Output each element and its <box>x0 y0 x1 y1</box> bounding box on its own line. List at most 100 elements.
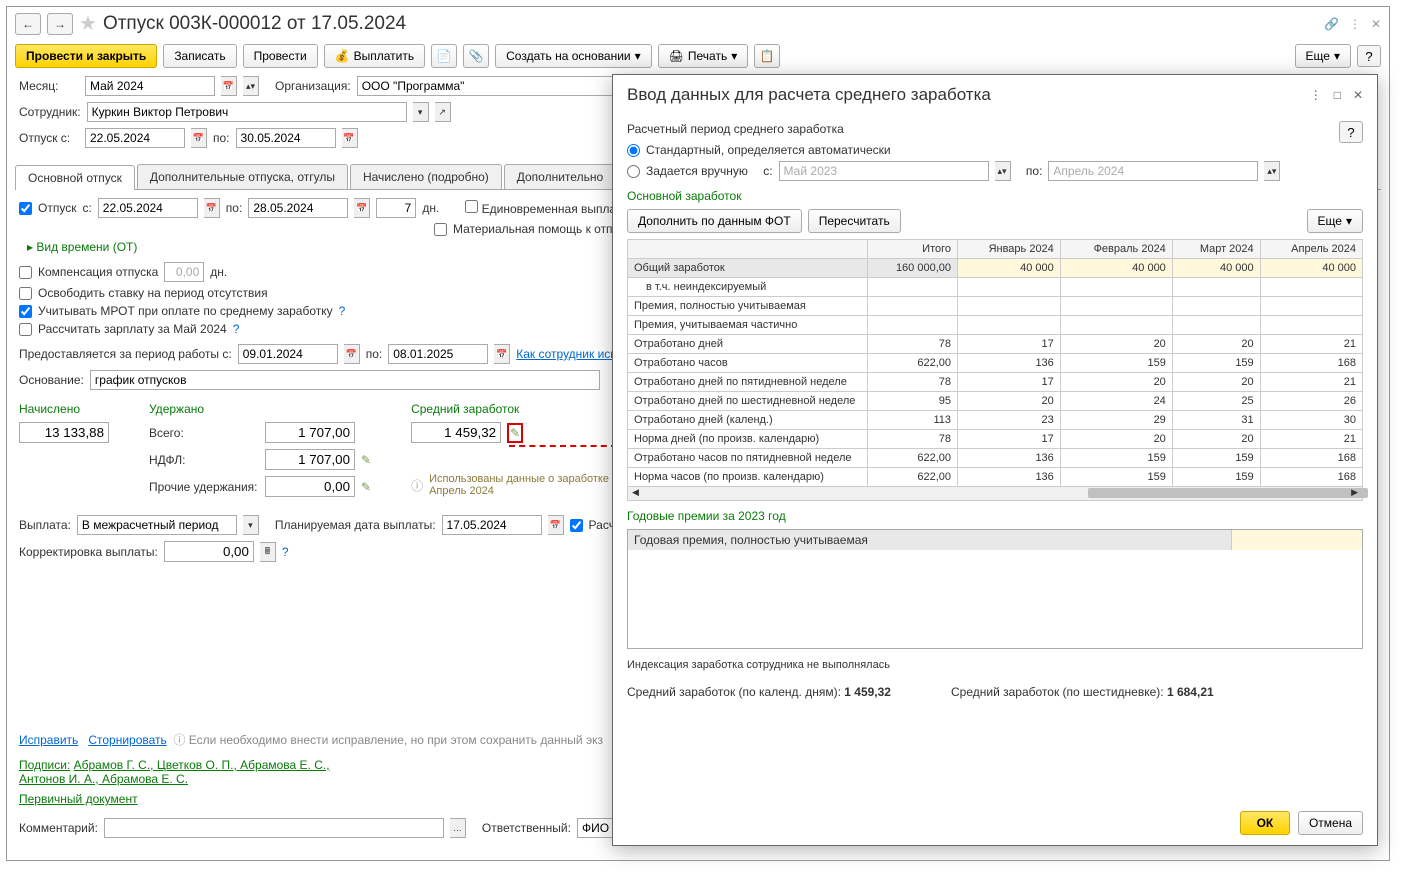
pay-dropdown[interactable]: ▾ <box>243 515 259 535</box>
ndfl-value[interactable] <box>265 449 355 470</box>
table-scrollbar[interactable]: ◀▶ <box>627 487 1363 501</box>
corr-help[interactable]: ? <box>282 545 289 559</box>
signatures-2[interactable]: Антонов И. А., Абрамова Е. С. <box>19 772 188 786</box>
print-button[interactable]: 🖨 Печать ▾ <box>658 44 749 68</box>
main-earnings-header: Основной заработок <box>627 189 1363 203</box>
modal-more-button[interactable]: Еще ▾ <box>1307 209 1363 233</box>
plan-cal[interactable]: 📅 <box>548 515 564 535</box>
forward-button[interactable]: → <box>47 13 73 35</box>
release-checkbox[interactable] <box>19 287 32 300</box>
help-q[interactable]: ? <box>339 304 346 318</box>
avg1-value: 1 459,32 <box>844 685 891 699</box>
period-to-cal[interactable]: 📅 <box>494 344 510 364</box>
compensation-checkbox[interactable] <box>19 266 32 279</box>
recalc-button[interactable]: Пересчитать <box>808 209 901 233</box>
radio-manual[interactable] <box>627 165 640 178</box>
employee-dropdown[interactable]: ▾ <box>413 102 429 122</box>
period-from-cal[interactable]: 📅 <box>344 344 360 364</box>
month-calendar-icon[interactable]: 📅 <box>221 76 237 96</box>
more-button[interactable]: Еще ▾ <box>1295 44 1351 68</box>
earnings-table[interactable]: ИтогоЯнварь 2024Февраль 2024Март 2024Апр… <box>627 239 1363 487</box>
annotation-arrow <box>509 445 617 447</box>
month-spinner[interactable]: ▴▾ <box>243 76 259 96</box>
vacation-checkbox[interactable] <box>19 202 32 215</box>
tab-main[interactable]: Основной отпуск <box>15 165 135 190</box>
comment-expand[interactable]: … <box>450 818 466 838</box>
pay-input[interactable] <box>77 515 237 535</box>
modal-maximize-icon[interactable]: □ <box>1334 88 1341 102</box>
create-based-button[interactable]: Создать на основании ▾ <box>495 44 652 68</box>
avg-edit-icon[interactable]: ✎ <box>510 426 520 440</box>
aid-checkbox[interactable] <box>434 223 447 236</box>
vac-from-calendar[interactable]: 📅 <box>191 128 207 148</box>
period-from-input[interactable] <box>238 344 338 364</box>
calc-checkbox[interactable] <box>570 519 583 532</box>
favorite-icon[interactable]: ★ <box>79 11 97 36</box>
attach-icon-button[interactable]: 📎 <box>463 44 489 68</box>
vac-to-input[interactable] <box>236 128 336 148</box>
plan-label: Планируемая дата выплаты: <box>275 518 436 532</box>
fill-button[interactable]: Дополнить по данным ФОТ <box>627 209 802 233</box>
avg2-label: Средний заработок (по шестидневке): <box>951 685 1164 699</box>
vacation-cb-label: Отпуск <box>38 201 76 215</box>
modal-help-button[interactable]: ? <box>1339 121 1363 143</box>
plan-date-input[interactable] <box>442 515 542 535</box>
timetype-link[interactable]: ▸ Вид времени (ОТ) <box>27 240 137 254</box>
vac-to-calendar[interactable]: 📅 <box>342 128 358 148</box>
employee-input[interactable] <box>87 102 407 122</box>
menu-icon[interactable]: ⋮ <box>1349 17 1361 31</box>
manual-from-spin: ▴▾ <box>995 161 1011 181</box>
other-value[interactable] <box>265 476 355 497</box>
org-input[interactable] <box>357 76 627 96</box>
post-button[interactable]: Провести <box>243 44 318 68</box>
basis-input[interactable] <box>90 370 600 390</box>
employee-open[interactable]: ↗ <box>435 102 451 122</box>
lump-checkbox[interactable] <box>465 200 478 213</box>
report-icon-button[interactable]: 📄 <box>431 44 457 68</box>
help-q2[interactable]: ? <box>233 322 240 336</box>
close-icon[interactable]: ✕ <box>1371 17 1381 31</box>
back-button[interactable]: ← <box>15 13 41 35</box>
vac-from-input[interactable] <box>85 128 185 148</box>
radio-standard[interactable] <box>627 144 640 157</box>
action-icon-button[interactable]: 📋 <box>754 44 780 68</box>
ok-button[interactable]: ОК <box>1240 811 1290 835</box>
tab-additional[interactable]: Дополнительные отпуска, отгулы <box>137 164 348 189</box>
period-to-input[interactable] <box>388 344 488 364</box>
calc-salary-checkbox[interactable] <box>19 323 32 336</box>
cancel-button[interactable]: Отмена <box>1298 811 1363 835</box>
avg-value[interactable] <box>411 422 501 443</box>
total-value[interactable] <box>265 422 355 443</box>
save-button[interactable]: Записать <box>163 44 236 68</box>
annual-header: Годовые премии за 2023 год <box>627 509 1363 523</box>
comp-input[interactable] <box>164 262 204 282</box>
accrued-value[interactable] <box>19 422 109 443</box>
modal-close-icon[interactable]: ✕ <box>1353 88 1363 102</box>
reverse-link[interactable]: Сторнировать <box>88 733 166 747</box>
corr-calc[interactable]: 🖩 <box>260 542 276 562</box>
tab-to-input[interactable] <box>248 198 348 218</box>
other-edit-icon[interactable]: ✎ <box>361 480 371 494</box>
ndfl-edit-icon[interactable]: ✎ <box>361 453 371 467</box>
accrued-header: Начислено <box>19 402 109 416</box>
signatures-1[interactable]: Абрамов Г. С., Цветков О. П., Абрамова Е… <box>74 758 330 772</box>
days-input[interactable] <box>376 198 416 218</box>
post-close-button[interactable]: Провести и закрыть <box>15 44 157 68</box>
annual-table[interactable]: Годовая премия, полностью учитываемая <box>627 529 1363 649</box>
pay-button[interactable]: 💰 Выплатить <box>324 44 425 68</box>
fix-link[interactable]: Исправить <box>19 733 78 747</box>
tab-accrued[interactable]: Начислено (подробно) <box>350 164 502 189</box>
vac-from-label: Отпуск с: <box>19 131 79 145</box>
tab-extra[interactable]: Дополнительно <box>504 164 616 189</box>
comment-input[interactable] <box>104 818 444 838</box>
avg2-value: 1 684,21 <box>1167 685 1214 699</box>
tab-from-cal[interactable]: 📅 <box>204 198 220 218</box>
mrot-checkbox[interactable] <box>19 305 32 318</box>
tab-to-cal[interactable]: 📅 <box>354 198 370 218</box>
link-icon[interactable]: 🔗 <box>1324 17 1339 31</box>
corr-input[interactable] <box>164 541 254 562</box>
tab-from-input[interactable] <box>98 198 198 218</box>
help-button[interactable]: ? <box>1357 45 1381 67</box>
modal-menu-icon[interactable]: ⋮ <box>1310 88 1322 102</box>
month-input[interactable] <box>85 76 215 96</box>
